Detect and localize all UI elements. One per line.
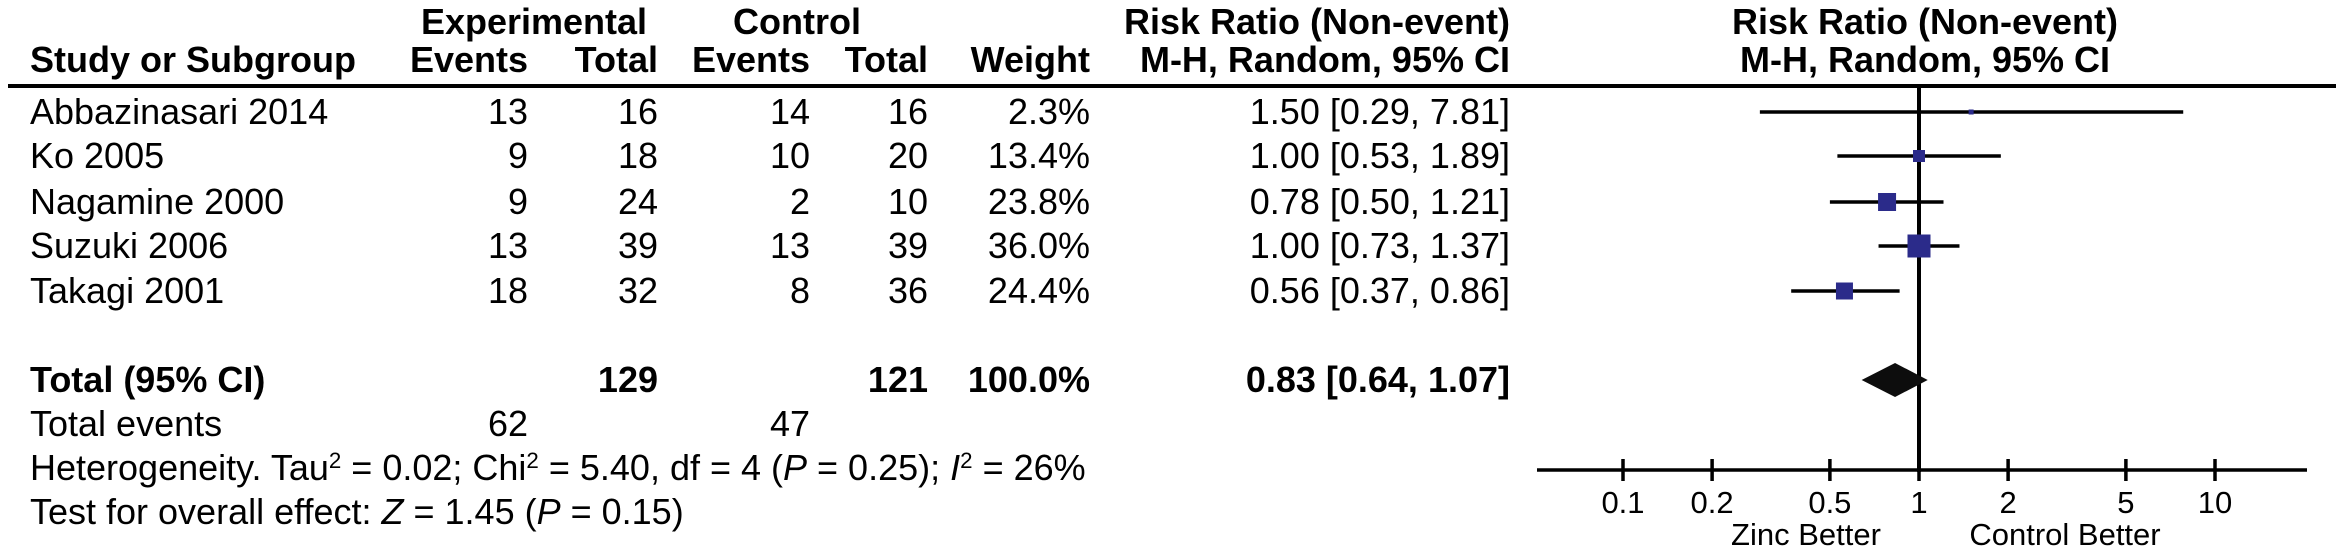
weight-value: 13.4% — [987, 135, 1090, 176]
axis-tick — [2213, 459, 2217, 481]
exp-events-value: 9 — [507, 135, 528, 176]
exp-events-value: 18 — [487, 270, 528, 311]
col-header-weight: Weight — [970, 39, 1090, 80]
exp-total-value: 32 — [617, 270, 658, 311]
x-axis-line — [1537, 468, 2307, 472]
null-effect-line — [1917, 88, 1921, 472]
study-name: Ko 2005 — [30, 135, 165, 176]
axis-tick-label: 0.2 — [1691, 485, 1734, 520]
ctrl-total-value: 36 — [887, 270, 928, 311]
stats-text-segment: Test for overall effect: — [30, 491, 382, 532]
summary-diamond — [1861, 363, 1928, 397]
axis-tick-label: 5 — [2117, 485, 2134, 520]
total-ctrl-total: 121 — [867, 359, 928, 400]
total-ci-text: 0.83 [0.64, 1.07] — [1245, 359, 1510, 400]
stats-text-segment: P — [536, 491, 561, 532]
header-divider — [8, 84, 2336, 88]
axis-tick-label: 0.1 — [1601, 485, 1644, 520]
axis-label-right: Control Better — [1969, 517, 2160, 552]
stats-text-segment: = 26% — [972, 447, 1086, 488]
axis-tick — [1828, 459, 1832, 481]
ctrl-total-value: 39 — [887, 225, 928, 266]
total-events-ctrl: 47 — [769, 403, 810, 444]
stats-text-segment: Heterogeneity. Tau — [30, 447, 329, 488]
exp-total-value: 24 — [617, 181, 658, 222]
col-group-control: Control — [733, 1, 861, 42]
weight-value: 23.8% — [987, 181, 1090, 222]
point-estimate-square — [1913, 150, 1925, 162]
exp-events-value: 9 — [507, 181, 528, 222]
stats-text-segment: = 0.02; Chi — [341, 447, 527, 488]
axis-tick — [1710, 459, 1714, 481]
col-header-ctrl-events: Events — [691, 39, 810, 80]
axis-tick — [1621, 459, 1625, 481]
ci-text-value: 0.56 [0.37, 0.86] — [1249, 270, 1510, 311]
study-name: Abbazinasari 2014 — [30, 91, 329, 132]
weight-value: 2.3% — [1007, 91, 1090, 132]
ci-text-value: 0.78 [0.50, 1.21] — [1249, 181, 1510, 222]
study-name: Suzuki 2006 — [30, 225, 229, 266]
weight-value: 36.0% — [987, 225, 1090, 266]
ctrl-events-value: 2 — [789, 181, 810, 222]
heterogeneity-stats: Heterogeneity. Tau2 = 0.02; Chi2 = 5.40,… — [30, 446, 1086, 495]
axis-tick — [2124, 459, 2128, 481]
point-estimate-square — [1878, 193, 1897, 211]
exp-events-value: 13 — [487, 225, 528, 266]
col-header-mh-ci-plot: M-H, Random, 95% CI — [1739, 39, 2111, 80]
ctrl-events-value: 8 — [789, 270, 810, 311]
stats-text-segment: P — [783, 447, 808, 488]
col-group-experimental: Experimental — [420, 1, 648, 42]
axis-tick — [1917, 459, 1921, 481]
point-estimate-square — [1907, 234, 1931, 258]
total-row-label: Total (95% CI) — [30, 359, 266, 400]
overall-effect-test: Test for overall effect: Z = 1.45 (P = 0… — [30, 490, 684, 534]
ctrl-total-value: 10 — [887, 181, 928, 222]
ctrl-events-value: 14 — [769, 91, 810, 132]
col-header-exp-total: Total — [574, 39, 658, 80]
col-header-ctrl-total: Total — [844, 39, 928, 80]
col-group-risk-ratio-plot: Risk Ratio (Non-event) — [1731, 1, 2119, 42]
stats-text-segment: = 5.40, df = 4 ( — [538, 447, 784, 488]
point-estimate-square — [1968, 109, 1974, 115]
stats-text-segment: 2 — [960, 447, 973, 473]
axis-label-left: Zinc Better — [1731, 517, 1881, 552]
stats-text-segment: Z — [381, 491, 404, 532]
exp-total-value: 39 — [617, 225, 658, 266]
ci-text-value: 1.50 [0.29, 7.81] — [1249, 91, 1510, 132]
study-name: Takagi 2001 — [30, 270, 225, 311]
col-header-study: Study or Subgroup — [30, 39, 356, 80]
exp-total-value: 18 — [617, 135, 658, 176]
col-header-exp-events: Events — [409, 39, 528, 80]
ci-text-value: 1.00 [0.53, 1.89] — [1249, 135, 1510, 176]
col-group-risk-ratio-text: Risk Ratio (Non-event) — [1123, 1, 1511, 42]
total-weight: 100.0% — [967, 359, 1090, 400]
total-events-exp: 62 — [487, 403, 528, 444]
ctrl-total-value: 20 — [887, 135, 928, 176]
total-exp-total: 129 — [597, 359, 658, 400]
stats-text-segment: = 0.25); — [807, 447, 951, 488]
axis-tick-label: 1 — [1910, 485, 1927, 520]
study-name: Nagamine 2000 — [30, 181, 285, 222]
ctrl-events-value: 10 — [769, 135, 810, 176]
ci-text-value: 1.00 [0.73, 1.37] — [1249, 225, 1510, 266]
stats-text-segment: = 1.45 ( — [403, 491, 537, 532]
ctrl-events-value: 13 — [769, 225, 810, 266]
axis-tick-label: 0.5 — [1808, 485, 1851, 520]
axis-tick-label: 10 — [2198, 485, 2232, 520]
weight-value: 24.4% — [987, 270, 1090, 311]
ctrl-total-value: 16 — [887, 91, 928, 132]
point-estimate-square — [1835, 282, 1853, 300]
stats-text-segment: 2 — [526, 447, 539, 473]
exp-events-value: 13 — [487, 91, 528, 132]
exp-total-value: 16 — [617, 91, 658, 132]
stats-text-segment: I — [950, 447, 961, 488]
total-events-label: Total events — [30, 403, 223, 444]
col-header-mh-ci-text: M-H, Random, 95% CI — [1139, 39, 1510, 80]
stats-text-segment: = 0.15) — [560, 491, 684, 532]
axis-tick-label: 2 — [1999, 485, 2016, 520]
axis-tick — [2006, 459, 2010, 481]
stats-text-segment: 2 — [328, 447, 342, 473]
